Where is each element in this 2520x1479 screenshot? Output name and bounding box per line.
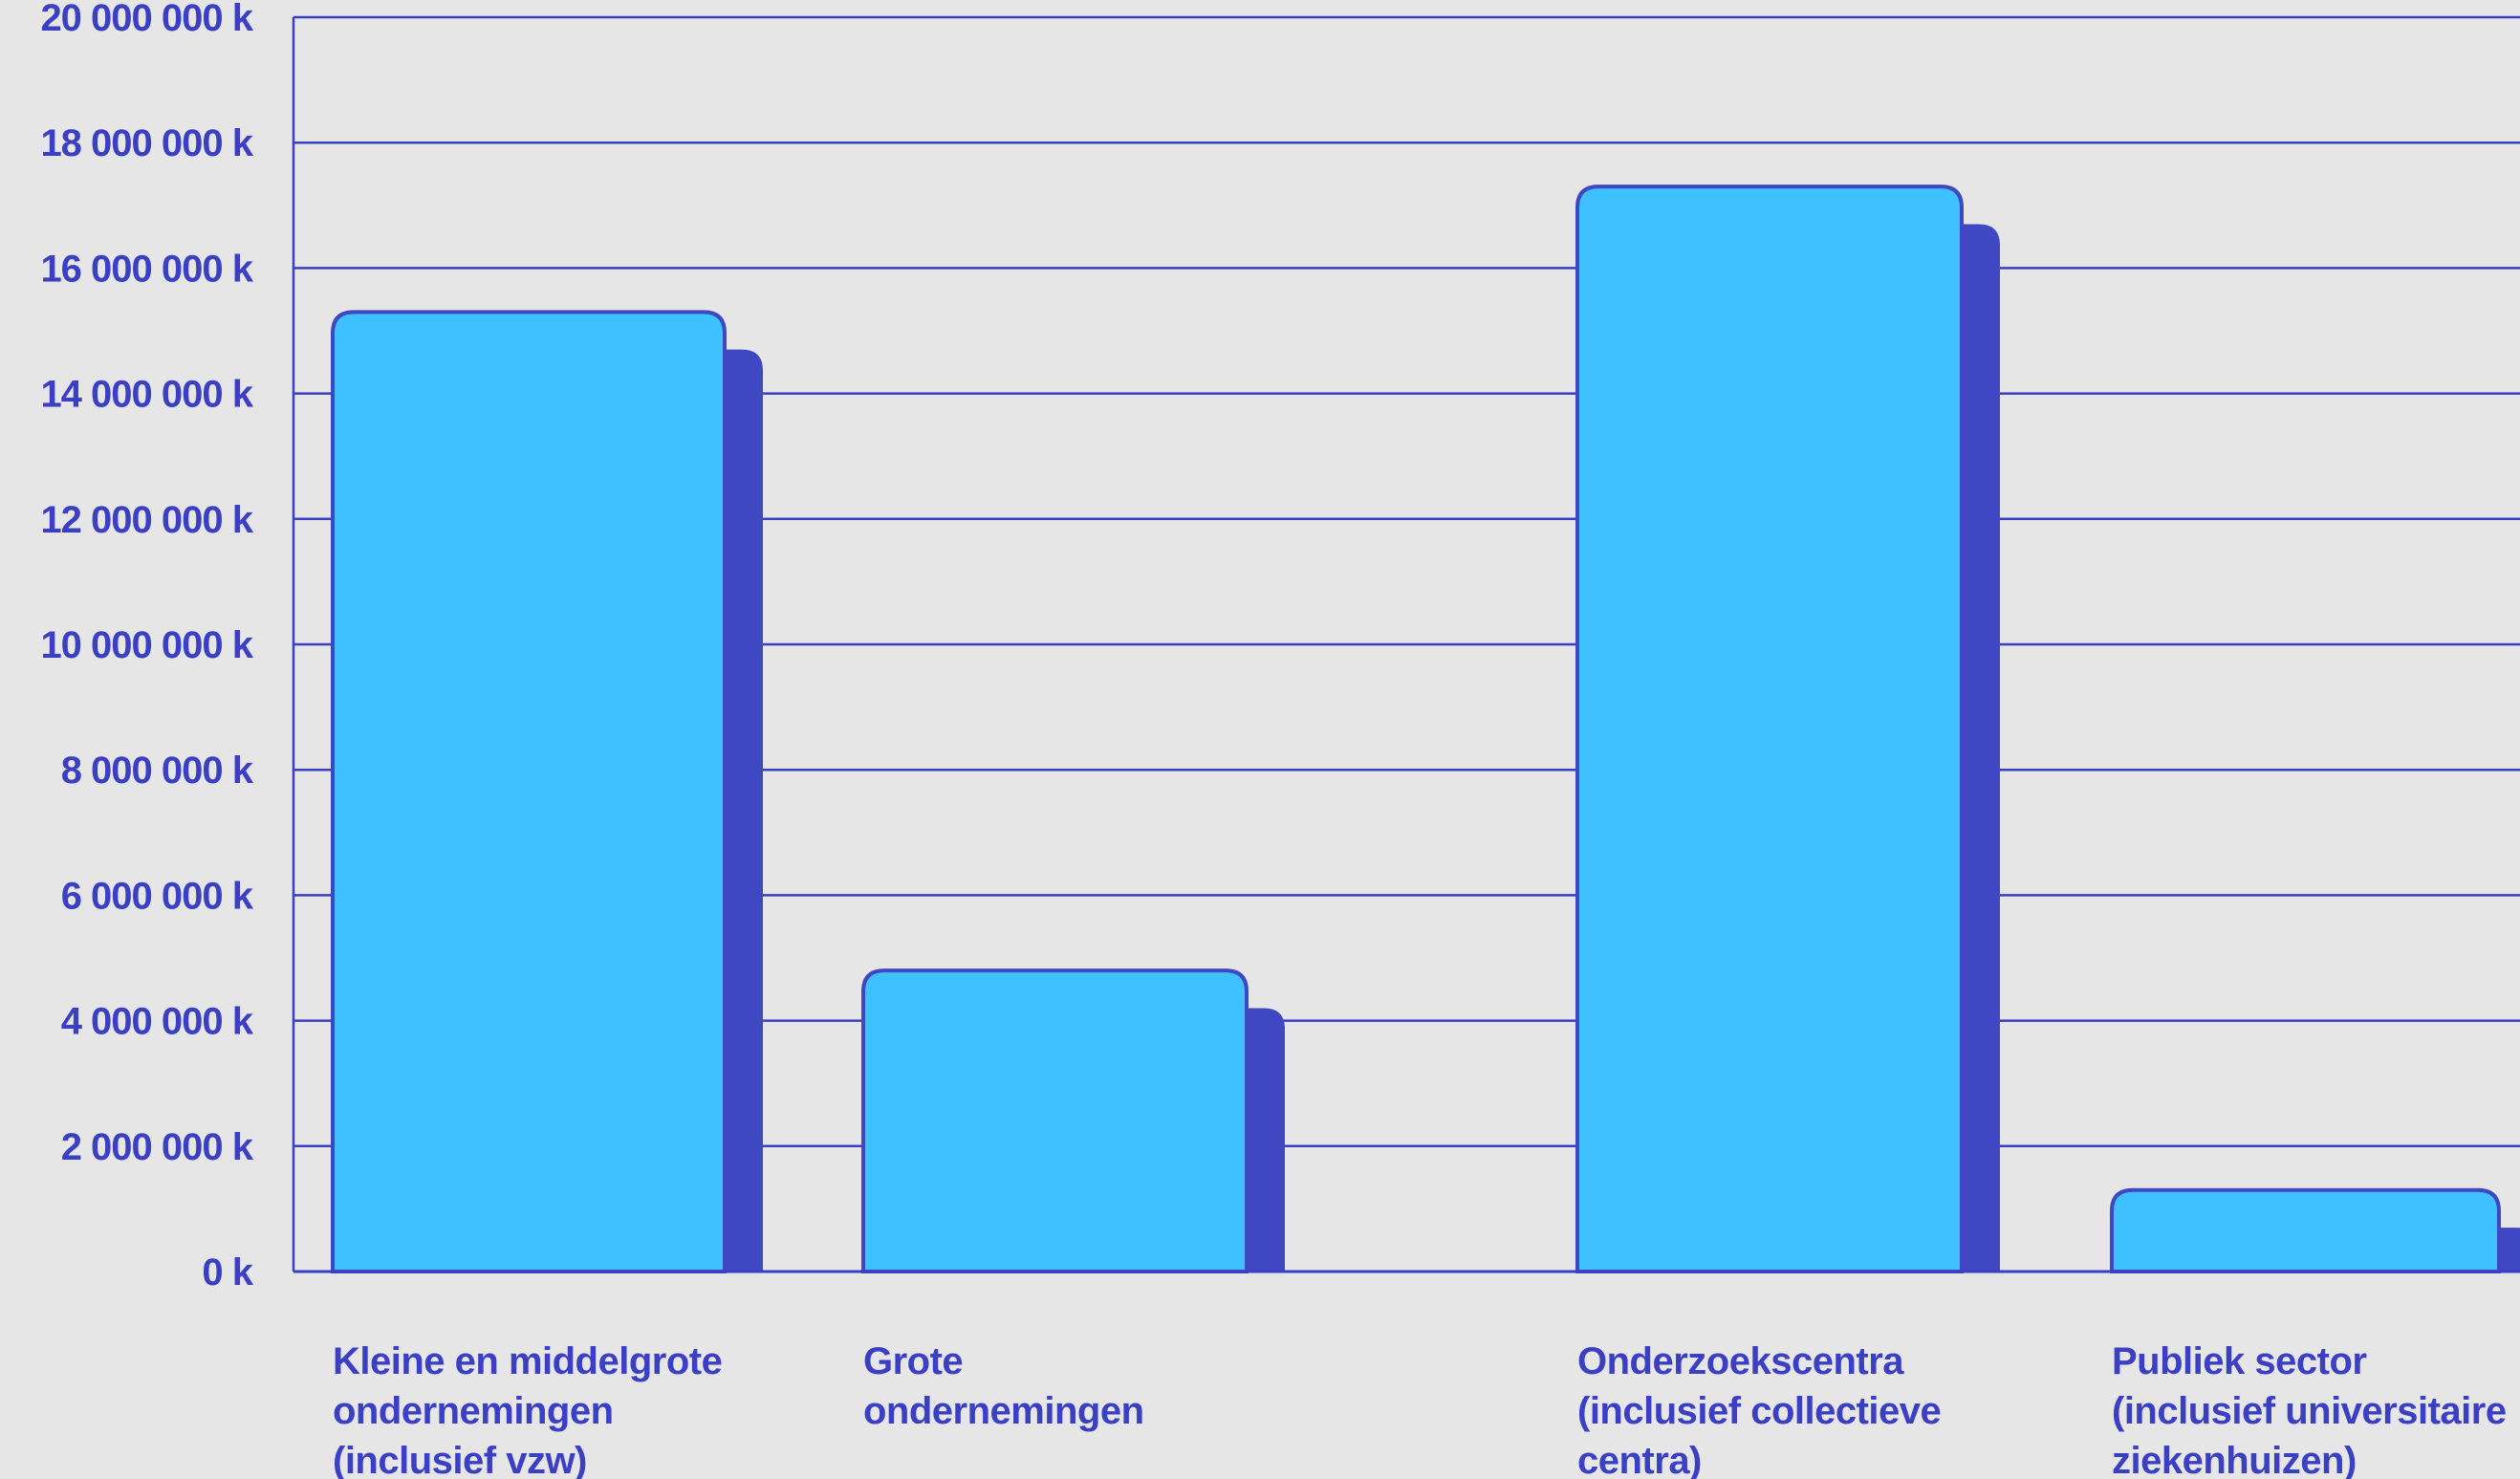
bar-front-4: [2110, 1187, 2501, 1273]
y-tick-label: 12 000 000 k: [40, 499, 253, 541]
category-label-line: ondernemingen: [333, 1390, 614, 1432]
category-label-line: Onderzoekscentra: [1577, 1340, 1904, 1382]
y-axis-tick-labels: 0 k 2 000 000 k 4 000 000 k 6 000 000 k 8 00…: [40, 0, 254, 1294]
category-label-line: Publiek sector: [2112, 1340, 2366, 1382]
y-tick-label: 6 000 000 k: [61, 875, 254, 917]
y-tick-label: 18 000 000 k: [40, 122, 253, 164]
bars: [293, 185, 2520, 1273]
y-tick-label: 10 000 000 k: [40, 624, 253, 666]
y-tick-label: 20 000 000 k: [40, 0, 253, 39]
category-label-line: (inclusief vzw): [333, 1440, 587, 1479]
category-label-line: Kleine en middelgrote: [333, 1340, 722, 1382]
bar-front-2: [861, 968, 1249, 1273]
bar-front-3: [1575, 185, 1964, 1273]
category-label-line: Grote: [863, 1340, 963, 1382]
category-label-4: Publiek sector (inclusief universitaire zi…: [2112, 1340, 2507, 1479]
y-tick-label: 0 k: [202, 1251, 253, 1294]
y-tick-label: 4 000 000 k: [61, 1001, 254, 1043]
category-label-2: Grote ondernemingen: [863, 1340, 1144, 1432]
y-tick-label: 2 000 000 k: [61, 1126, 254, 1168]
category-label-line: ziekenhuizen): [2112, 1440, 2357, 1479]
y-tick-label: 14 000 000 k: [40, 374, 253, 416]
category-label-line: (inclusief universitaire: [2112, 1390, 2507, 1432]
category-label-3: Onderzoekscentra (inclusief collectieve ce…: [1577, 1340, 1941, 1479]
category-label-1: Kleine en middelgrote ondernemingen (inclu…: [333, 1340, 722, 1479]
bar-front-1: [331, 310, 727, 1273]
category-label-line: (inclusief collectieve: [1577, 1390, 1941, 1432]
y-tick-label: 16 000 000 k: [40, 248, 253, 290]
y-tick-label: 8 000 000 k: [61, 750, 254, 792]
category-label-line: centra): [1577, 1440, 1702, 1479]
category-label-line: ondernemingen: [863, 1390, 1144, 1432]
x-axis-category-labels: Kleine en middelgrote ondernemingen (inclu…: [333, 1340, 2507, 1479]
